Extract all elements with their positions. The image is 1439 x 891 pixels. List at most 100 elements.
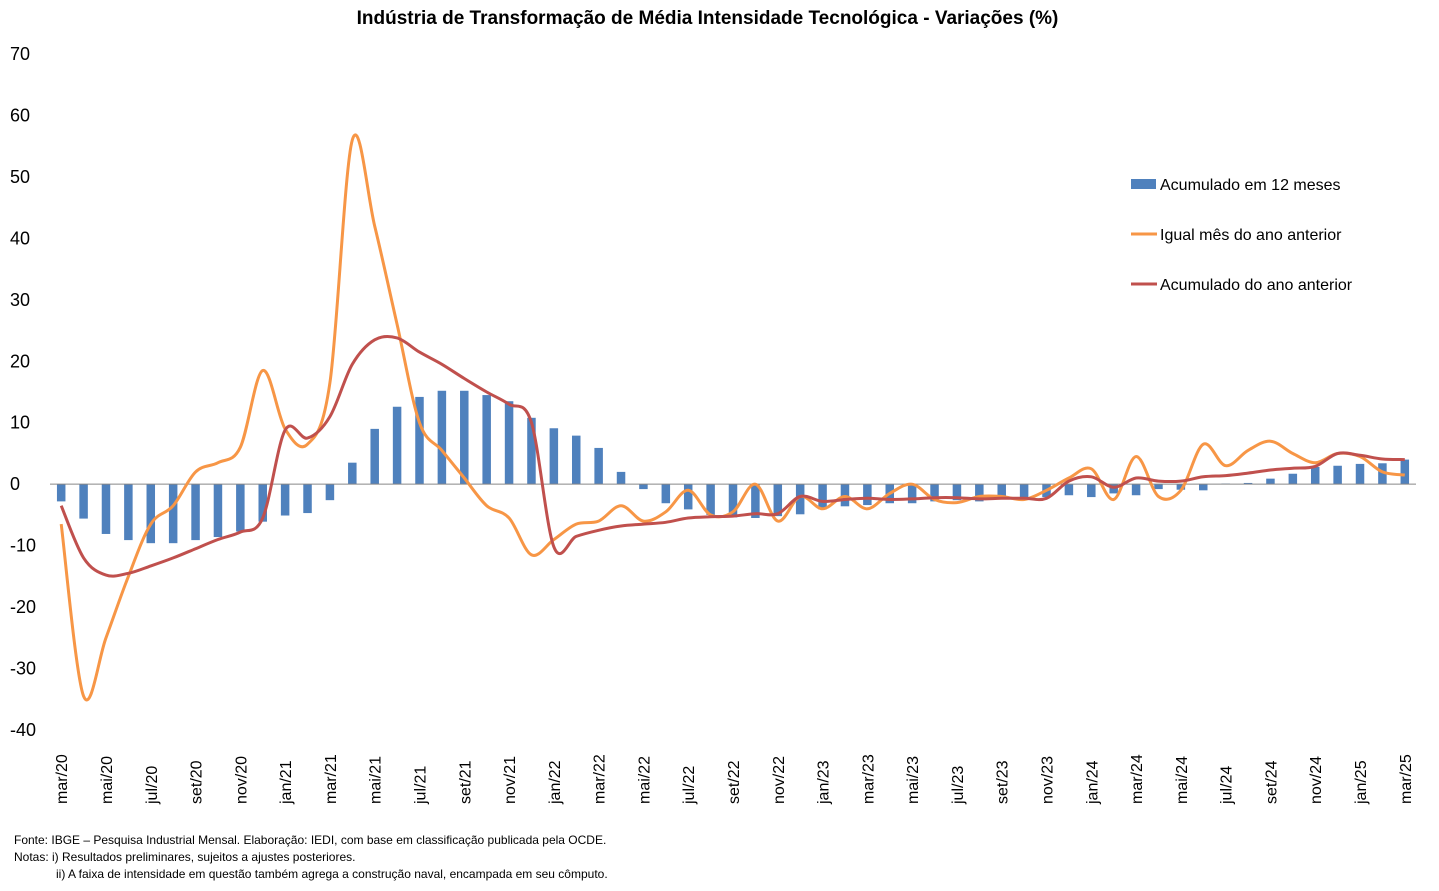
bar-mai/22: [639, 484, 648, 490]
bar-mar/25: [1400, 459, 1410, 485]
bar-abr/22: [616, 471, 626, 485]
bar-fev/25: [1378, 463, 1387, 485]
bar-nov/24: [1310, 466, 1320, 485]
bar-mai/24: [1176, 484, 1186, 490]
bar-mai/23: [907, 484, 917, 504]
bar-out/23: [1019, 484, 1029, 499]
bar-abr/24: [1154, 484, 1163, 490]
bar-nov/21: [504, 401, 514, 485]
y-tick-label: 40: [10, 228, 30, 248]
x-tick-label: mai/21: [368, 756, 385, 804]
x-tick-label: jan/21: [278, 760, 295, 805]
x-tick-label: jan/23: [816, 760, 833, 805]
x-tick-label: jul/24: [1219, 766, 1236, 805]
x-axis-ticks: mar/20 mai/20 jul/20 set/20 nov/20 jan/21 mar/…: [54, 754, 1415, 805]
legend-label: Igual mês do ano anterior: [1160, 227, 1342, 244]
bar-abr/21: [348, 462, 357, 485]
y-axis-ticks: 70 60 50 40 30 20 10 0 -10 -20 -30 -40: [10, 44, 36, 740]
bar-nov/20: [236, 484, 245, 532]
bar-set/24: [1266, 478, 1275, 485]
y-tick-label: 20: [10, 351, 30, 371]
bar-jul/21: [415, 396, 424, 485]
x-tick-label: jan/22: [547, 760, 564, 805]
bar-jun/24: [1199, 484, 1208, 491]
bar-ago/22: [706, 484, 715, 515]
bar-jul/23: [952, 484, 962, 501]
bar-dez/21: [527, 417, 536, 485]
x-tick-label: nov/23: [1040, 756, 1057, 804]
x-tick-label: nov/21: [502, 756, 519, 804]
x-tick-label: nov/20: [233, 756, 250, 804]
bar-out/22: [751, 484, 760, 518]
x-tick-label: set/21: [457, 760, 474, 804]
legend-label: Acumulado em 12 meses: [1160, 177, 1341, 194]
x-tick-label: mai/22: [636, 756, 653, 804]
x-tick-label: mar/24: [1129, 754, 1146, 804]
bar-jun/20: [124, 484, 133, 541]
bar-set/22: [728, 484, 738, 518]
y-tick-label: -20: [10, 597, 36, 617]
x-tick-label: set/23: [995, 760, 1012, 804]
source-note: Fonte: IBGE – Pesquisa Industrial Mensal…: [14, 833, 607, 847]
bar-out/24: [1288, 473, 1298, 485]
y-tick-label: -30: [10, 659, 36, 679]
bar-dez/20: [258, 484, 267, 522]
bar-jan/22: [549, 428, 559, 485]
x-tick-label: jan/24: [1084, 760, 1101, 805]
x-tick-label: nov/22: [771, 756, 788, 804]
bar-ago/20: [168, 484, 178, 544]
bar-mar/24: [1131, 484, 1141, 496]
x-tick-label: jul/20: [144, 766, 161, 805]
x-tick-label: set/20: [189, 760, 206, 804]
x-tick-label: mai/20: [99, 756, 116, 804]
y-tick-label: 60: [10, 105, 30, 125]
legend-label: Acumulado do ano anterior: [1160, 277, 1353, 294]
bar-set/20: [191, 484, 200, 541]
bar-series: [56, 390, 1410, 544]
bar-out/20: [213, 484, 223, 538]
bar-mar/20: [56, 484, 66, 502]
x-tick-label: mai/24: [1174, 756, 1191, 804]
x-tick-label: set/22: [726, 760, 743, 804]
bar-out/21: [482, 395, 491, 485]
bar-mar/21: [325, 484, 335, 501]
y-tick-label: 0: [10, 474, 20, 494]
x-tick-label: mai/23: [905, 756, 922, 804]
x-tick-label: mar/25: [1398, 754, 1415, 804]
bar-jul/22: [683, 484, 693, 510]
legend-swatch-bar: [1131, 179, 1156, 189]
bar-jan/24: [1087, 484, 1096, 498]
x-tick-label: nov/24: [1308, 756, 1325, 804]
x-tick-label: mar/20: [54, 754, 71, 804]
y-tick-label: 30: [10, 290, 30, 310]
bar-fev/22: [571, 435, 581, 485]
bar-dez/23: [1064, 484, 1074, 496]
bar-jan/23: [818, 484, 827, 510]
bar-mar/23: [863, 484, 872, 506]
line-igual-mês-do-ano-anterior: [59, 133, 1406, 702]
bar-jun/21: [392, 406, 402, 485]
y-tick-label: -40: [10, 720, 36, 740]
bar-ago/23: [975, 484, 984, 502]
bar-nov/22: [773, 484, 783, 517]
y-tick-label: -10: [10, 536, 36, 556]
x-tick-label: mar/21: [323, 754, 340, 804]
legend: Acumulado em 12 meses Igual mês do ano an…: [1131, 177, 1353, 294]
bar-ago/24: [1243, 482, 1253, 485]
x-tick-label: jul/22: [681, 766, 698, 805]
y-tick-label: 70: [10, 44, 30, 64]
x-tick-label: set/24: [1263, 760, 1280, 804]
line-acumulado-do-ano-anterior: [59, 334, 1405, 578]
note-2: ii) A faixa de intensidade em questão ta…: [56, 867, 608, 881]
bar-dez/24: [1333, 465, 1342, 485]
y-tick-label: 50: [10, 167, 30, 187]
bar-jun/22: [661, 484, 671, 504]
bar-set/23: [997, 484, 1006, 499]
x-tick-label: mar/23: [860, 754, 877, 804]
x-tick-label: jul/21: [412, 766, 429, 805]
bar-jun/23: [930, 484, 939, 502]
bar-ago/21: [437, 390, 447, 485]
bar-mai/21: [370, 428, 379, 485]
footnotes: Fonte: IBGE – Pesquisa Industrial Mensal…: [14, 832, 608, 883]
